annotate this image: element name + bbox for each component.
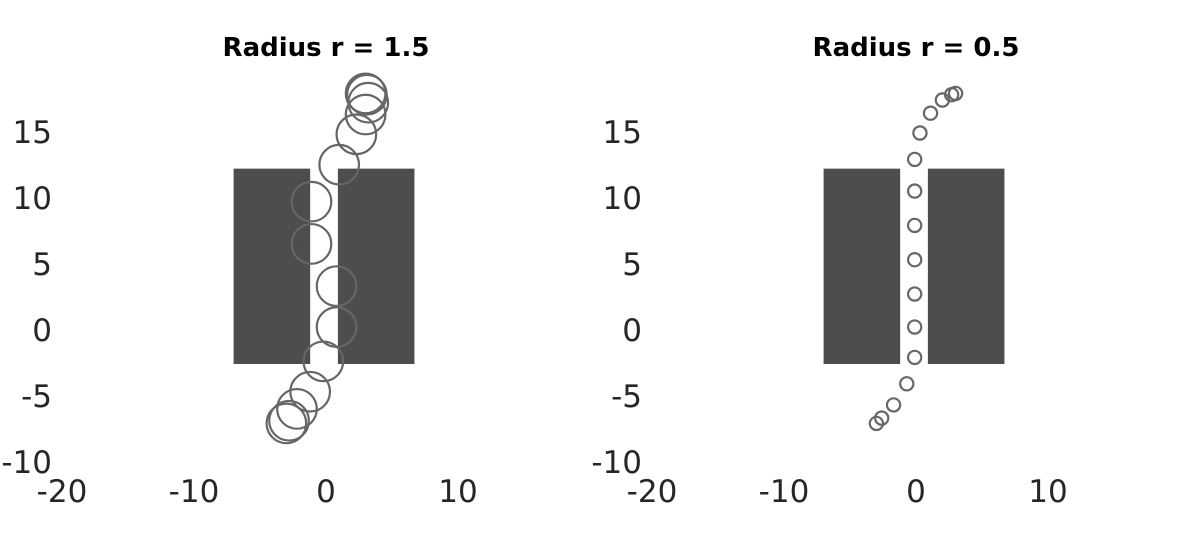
y-tick-label: 0 bbox=[32, 313, 52, 349]
y-tick-label: -10 bbox=[1, 445, 52, 481]
y-axis-ticks: 15 10 5 0 -5 -10 bbox=[1, 115, 52, 481]
trajectory-point bbox=[885, 397, 902, 413]
trajectory-point bbox=[947, 85, 964, 102]
trajectory-point bbox=[873, 410, 890, 426]
x-tick-label: 10 bbox=[1028, 474, 1067, 510]
trajectory-point bbox=[906, 217, 923, 234]
trajectory-point bbox=[906, 183, 923, 199]
trajectory-point bbox=[276, 387, 318, 430]
y-axis-ticks: 15 10 5 0 -5 -10 bbox=[591, 115, 642, 481]
trajectory-point bbox=[265, 402, 308, 445]
trajectory-point bbox=[912, 125, 928, 141]
trajectory-point bbox=[906, 349, 923, 366]
trajectory-point bbox=[906, 319, 923, 335]
trajectory-point bbox=[906, 286, 923, 302]
x-axis-ticks: -20 -10 0 10 bbox=[37, 474, 478, 510]
trajectory-point bbox=[346, 73, 388, 116]
x-tick-label: -20 bbox=[37, 474, 88, 510]
panel-radius-1-5: Radius r = 1.5 15 10 5 0 -5 -10 -20 -10 … bbox=[1, 33, 477, 510]
obstacle-right bbox=[927, 168, 1005, 364]
trajectory-point bbox=[268, 399, 310, 442]
y-tick-label: -10 bbox=[591, 445, 642, 481]
trajectory-point bbox=[868, 415, 885, 432]
y-tick-label: 5 bbox=[622, 247, 642, 283]
obstacle-right bbox=[337, 168, 415, 364]
x-tick-label: 0 bbox=[906, 474, 926, 510]
trajectory-point bbox=[290, 222, 333, 265]
trajectory-point bbox=[289, 370, 332, 413]
y-tick-label: 10 bbox=[603, 181, 642, 217]
chart-title: Radius r = 0.5 bbox=[813, 33, 1020, 63]
y-tick-label: 0 bbox=[622, 313, 642, 349]
trajectory-point bbox=[344, 72, 387, 115]
x-tick-label: -10 bbox=[169, 474, 220, 510]
obstacle-group bbox=[823, 168, 1005, 364]
obstacle-left bbox=[233, 168, 311, 364]
trajectory-point bbox=[922, 105, 939, 121]
y-tick-label: 15 bbox=[13, 115, 52, 151]
trajectory-circles bbox=[868, 85, 964, 432]
trajectory-point bbox=[906, 252, 923, 268]
x-tick-label: 10 bbox=[438, 474, 477, 510]
y-tick-label: 15 bbox=[603, 115, 642, 151]
panel-radius-0-5: Radius r = 0.5 15 10 5 0 -5 -10 -20 -10 … bbox=[591, 33, 1067, 510]
y-tick-label: 10 bbox=[13, 181, 52, 217]
trajectory-point bbox=[315, 265, 358, 308]
obstacle-group bbox=[233, 168, 415, 364]
x-axis-ticks: -20 -10 0 10 bbox=[627, 474, 1068, 510]
trajectory-point bbox=[899, 376, 915, 392]
trajectory-point bbox=[315, 306, 358, 348]
trajectory-point bbox=[906, 151, 923, 168]
y-tick-label: -5 bbox=[611, 379, 642, 415]
trajectory-circles bbox=[265, 72, 390, 445]
y-tick-label: 5 bbox=[32, 247, 52, 283]
x-tick-label: -20 bbox=[627, 474, 678, 510]
x-tick-label: -10 bbox=[759, 474, 810, 510]
trajectory-point bbox=[290, 180, 333, 223]
trajectory-point bbox=[335, 113, 378, 156]
x-tick-label: 0 bbox=[316, 474, 336, 510]
chart-title: Radius r = 1.5 bbox=[223, 33, 430, 63]
y-tick-label: -5 bbox=[21, 379, 52, 415]
obstacle-left bbox=[823, 168, 901, 364]
